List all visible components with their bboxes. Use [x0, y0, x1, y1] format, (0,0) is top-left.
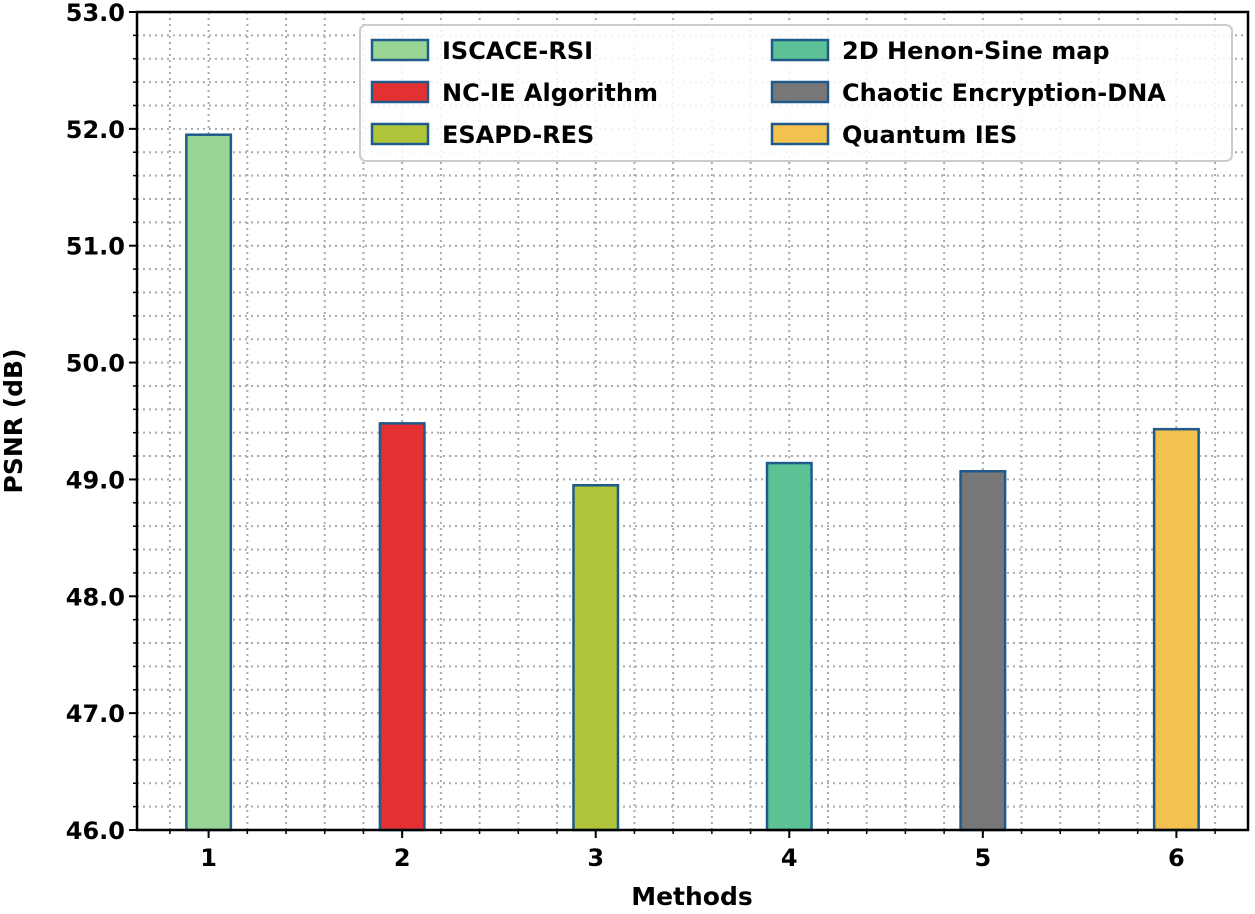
x-tick-label: 4	[781, 844, 798, 872]
y-tick-label: 49.0	[66, 466, 125, 494]
x-tick-label: 3	[587, 844, 604, 872]
y-tick-label: 51.0	[66, 233, 125, 261]
y-tick-label: 53.0	[66, 0, 125, 27]
bar-1	[185, 133, 233, 832]
legend-swatch	[770, 122, 830, 146]
legend-label: Chaotic Encryption-DNA	[842, 79, 1166, 107]
plot-frame	[135, 10, 1250, 832]
x-tick-label: 2	[394, 844, 411, 872]
bar-3	[572, 484, 620, 832]
x-tick-label: 5	[974, 844, 991, 872]
bars	[185, 133, 1200, 832]
bar-6	[1152, 427, 1200, 832]
y-tick-label: 47.0	[66, 700, 125, 728]
bar-4	[765, 461, 813, 832]
bar-5	[959, 469, 1007, 832]
legend-swatch	[370, 38, 430, 62]
legend-swatch	[770, 80, 830, 104]
x-axis: 1 2 3 4 5 6	[169, 830, 1216, 872]
x-axis-label: Methods	[631, 882, 753, 911]
y-tick-label: 48.0	[66, 583, 125, 611]
legend-swatch	[770, 38, 830, 62]
y-tick-label: 52.0	[66, 116, 125, 144]
y-axis-label: PSNR (dB)	[0, 348, 28, 493]
legend-swatch	[370, 122, 430, 146]
y-tick-label: 50.0	[66, 350, 125, 378]
legend-label: ISCACE-RSI	[442, 37, 593, 65]
legend-swatch	[370, 80, 430, 104]
legend: ISCACE-RSI NC-IE Algorithm ESAPD-RES 2D Hen…	[359, 24, 1233, 162]
legend-label: Quantum IES	[842, 121, 1017, 149]
x-tick-label: 1	[200, 844, 217, 872]
y-axis: 46.0 47.0 48.0 49.0 50.0 51.0 52.0 53.0	[66, 0, 137, 845]
legend-label: NC-IE Algorithm	[442, 79, 658, 107]
x-tick-label: 6	[1168, 844, 1185, 872]
y-tick-label: 46.0	[66, 817, 125, 845]
legend-label: ESAPD-RES	[442, 121, 594, 149]
bar-2	[378, 422, 426, 832]
legend-label: 2D Henon-Sine map	[842, 37, 1110, 65]
